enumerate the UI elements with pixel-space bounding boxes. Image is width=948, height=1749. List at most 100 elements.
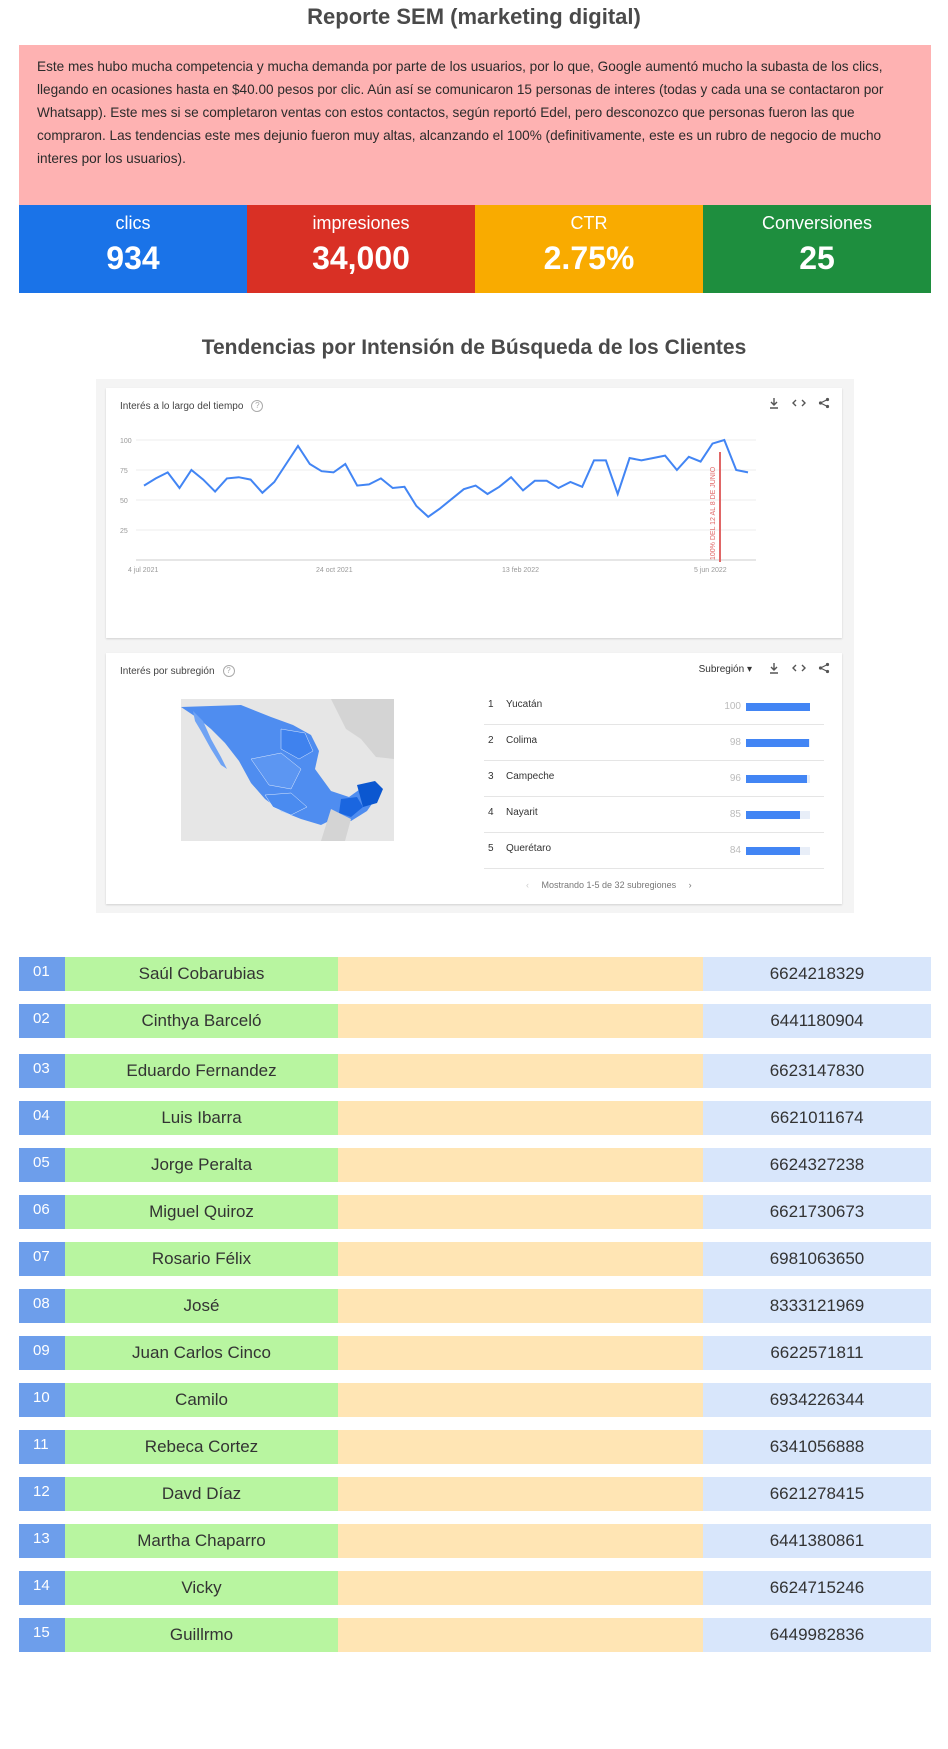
contact-number: 14	[19, 1571, 65, 1605]
embed-icon[interactable]	[792, 397, 806, 412]
region-row[interactable]: 1 Yucatán 100	[484, 689, 824, 725]
contact-empty-cell	[338, 1336, 703, 1370]
region-bar-track	[746, 703, 810, 711]
mexico-map[interactable]	[181, 699, 394, 841]
contact-row: 11 Rebeca Cortez 6341056888	[19, 1430, 931, 1464]
interest-over-time-card: Interés a lo largo del tiempo ? 25 50 75 10…	[106, 388, 842, 638]
contact-row: 02 Cinthya Barceló 6441180904	[19, 1004, 931, 1038]
download-icon[interactable]	[768, 662, 780, 677]
contact-name: Saúl Cobarubias	[65, 957, 338, 991]
contact-number: 06	[19, 1195, 65, 1229]
contact-empty-cell	[338, 1524, 703, 1558]
contact-number: 02	[19, 1004, 65, 1038]
contact-empty-cell	[338, 1054, 703, 1088]
contact-name: Davd Díaz	[65, 1477, 338, 1511]
contact-row: 14 Vicky 6624715246	[19, 1571, 931, 1605]
contact-row: 01 Saúl Cobarubias 6624218329	[19, 957, 931, 991]
contact-name: Miguel Quiroz	[65, 1195, 338, 1229]
contact-number: 04	[19, 1101, 65, 1135]
contact-phone: 8333121969	[703, 1289, 931, 1323]
metric-label: clics	[115, 213, 151, 233]
contact-row: 08 José 8333121969	[19, 1289, 931, 1323]
contact-name: Rebeca Cortez	[65, 1430, 338, 1464]
contact-number: 12	[19, 1477, 65, 1511]
metric-label: impresiones	[312, 213, 410, 233]
interest-line-chart: 25 50 75 100 4 jul 2021 24 oct 2021 13 feb 202…	[120, 438, 756, 574]
contact-number: 08	[19, 1289, 65, 1323]
share-icon[interactable]	[818, 662, 830, 677]
contact-name: Martha Chaparro	[65, 1524, 338, 1558]
help-icon[interactable]: ?	[222, 665, 235, 677]
subregion-dropdown[interactable]: Subregión ▾	[699, 664, 752, 675]
download-icon[interactable]	[768, 397, 780, 412]
contact-row: 06 Miguel Quiroz 6621730673	[19, 1195, 931, 1229]
x-tick-label: 24 oct 2021	[316, 567, 353, 574]
contact-empty-cell	[338, 1242, 703, 1276]
contact-empty-cell	[338, 1101, 703, 1135]
contact-empty-cell	[338, 1618, 703, 1652]
contact-number: 13	[19, 1524, 65, 1558]
share-icon[interactable]	[818, 397, 830, 412]
embed-icon[interactable]	[792, 662, 806, 677]
contact-empty-cell	[338, 1430, 703, 1464]
contact-phone: 6621278415	[703, 1477, 931, 1511]
dropdown-label: Subregión	[698, 664, 745, 675]
contact-phone: 6441380861	[703, 1524, 931, 1558]
contact-number: 11	[19, 1430, 65, 1464]
metric-value: 934	[106, 240, 160, 276]
contact-row: 07 Rosario Félix 6981063650	[19, 1242, 931, 1276]
region-rank: 4	[488, 807, 494, 818]
region-row[interactable]: 3 Campeche 96	[484, 761, 824, 797]
metric-value: 34,000	[312, 240, 410, 276]
region-value: 84	[729, 845, 741, 856]
region-value: 100	[724, 701, 741, 712]
chevron-left-icon[interactable]: ‹	[526, 880, 529, 890]
region-row[interactable]: 5 Querétaro 84	[484, 833, 824, 869]
pager-label: Mostrando 1-5 de 32 subregiones	[541, 880, 677, 890]
contact-number: 03	[19, 1054, 65, 1088]
contact-empty-cell	[338, 1477, 703, 1511]
x-tick-label: 4 jul 2021	[128, 567, 158, 574]
x-tick-label: 13 feb 2022	[502, 567, 539, 574]
contact-name: José	[65, 1289, 338, 1323]
contact-row: 04 Luis Ibarra 6621011674	[19, 1101, 931, 1135]
contact-row: 05 Jorge Peralta 6624327238	[19, 1148, 931, 1182]
help-icon[interactable]: ?	[251, 400, 264, 412]
caret-down-icon: ▾	[746, 664, 752, 675]
metric-label: Conversiones	[761, 213, 873, 233]
contact-name: Jorge Peralta	[65, 1148, 338, 1182]
contact-phone: 6622571811	[703, 1336, 931, 1370]
region-row[interactable]: 2 Colima 98	[484, 725, 824, 761]
region-value: 98	[729, 737, 741, 748]
region-bar-track	[746, 775, 810, 783]
contact-number: 01	[19, 957, 65, 991]
contact-row: 12 Davd Díaz 6621278415	[19, 1477, 931, 1511]
contact-phone: 6981063650	[703, 1242, 931, 1276]
region-bar-track	[746, 739, 810, 747]
contact-empty-cell	[338, 1383, 703, 1417]
region-bar	[746, 775, 808, 783]
y-tick-label: 50	[120, 498, 128, 505]
region-row[interactable]: 4 Nayarit 85	[484, 797, 824, 833]
metrics-bar: clics 934 impresiones 34,000 CTR 2.75% C…	[19, 205, 931, 293]
contact-row: 09 Juan Carlos Cinco 6622571811	[19, 1336, 931, 1370]
interest-by-region-card: Interés por subregión ? Subregión ▾	[106, 653, 842, 904]
contact-phone: 6341056888	[703, 1430, 931, 1464]
contact-empty-cell	[338, 1148, 703, 1182]
contact-phone: 6621730673	[703, 1195, 931, 1229]
contact-phone: 6623147830	[703, 1054, 931, 1088]
contact-name: Vicky	[65, 1571, 338, 1605]
metric-clics: clics 934	[19, 205, 247, 293]
metric-ctr: CTR 2.75%	[475, 205, 703, 293]
metric-value: 2.75%	[543, 240, 635, 276]
chevron-right-icon[interactable]: ›	[688, 880, 692, 890]
region-list: 1 Yucatán 100 2 Colima 98 3 Campeche 96 …	[484, 689, 824, 869]
contact-phone: 6441180904	[703, 1004, 931, 1038]
contact-phone: 6624327238	[703, 1148, 931, 1182]
contact-name: Eduardo Fernandez	[65, 1054, 338, 1088]
contact-phone: 6624715246	[703, 1571, 931, 1605]
page-title: Reporte SEM (marketing digital)	[307, 4, 641, 29]
contact-name: Juan Carlos Cinco	[65, 1336, 338, 1370]
google-trends-embed: Interés a lo largo del tiempo ? 25 50 75 10…	[96, 379, 854, 913]
contact-number: 15	[19, 1618, 65, 1652]
